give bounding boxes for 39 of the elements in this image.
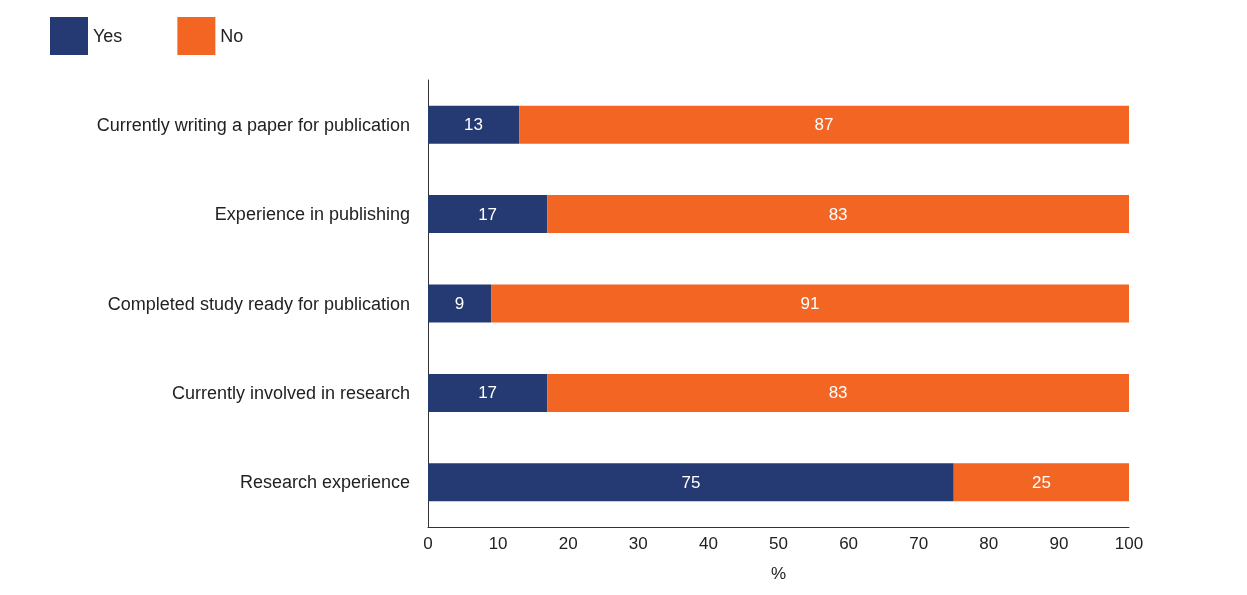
x-tick-label: 10 [488, 534, 508, 553]
data-label: 91 [800, 294, 820, 313]
legend-label: Yes [93, 26, 123, 46]
y-tick-label: Currently writing a paper for publication [96, 114, 410, 135]
bar [428, 463, 954, 502]
data-label: 13 [464, 115, 484, 135]
x-tick-label: 90 [1049, 534, 1069, 553]
data-label: 87 [814, 115, 834, 135]
data-label: 75 [681, 472, 701, 492]
legend-label: No [220, 26, 244, 46]
y-tick-label: Research experience [239, 472, 410, 493]
bar [428, 195, 548, 234]
bar [547, 195, 1129, 234]
x-axis-title: % [770, 564, 787, 583]
data-label: 17 [478, 204, 498, 224]
x-tick-label: 50 [769, 534, 788, 553]
data-label: 83 [828, 383, 848, 403]
data-label: 83 [828, 204, 848, 224]
x-tick-label: 40 [698, 534, 718, 553]
data-label: 9 [454, 294, 465, 313]
data-label: 25 [1031, 472, 1051, 492]
x-tick-label: 60 [839, 534, 859, 553]
y-tick-label: Currently involved in research [171, 382, 410, 403]
bar [428, 373, 548, 412]
bar [491, 284, 1129, 323]
bar [428, 284, 492, 323]
bar [547, 373, 1129, 412]
x-tick-label: 20 [558, 534, 578, 553]
x-tick-label: 30 [628, 534, 648, 553]
y-tick-label: Completed study ready for publication [107, 293, 410, 314]
y-tick-label: Experience in publishing [214, 204, 410, 225]
x-tick-label: 80 [979, 534, 999, 553]
bar [519, 105, 1129, 144]
bar [953, 463, 1129, 502]
bar [428, 105, 520, 144]
data-label: 17 [478, 383, 498, 403]
x-tick-label: 70 [909, 534, 929, 553]
x-tick-label: 0 [423, 534, 433, 553]
x-tick-label: 100 [1114, 534, 1144, 553]
